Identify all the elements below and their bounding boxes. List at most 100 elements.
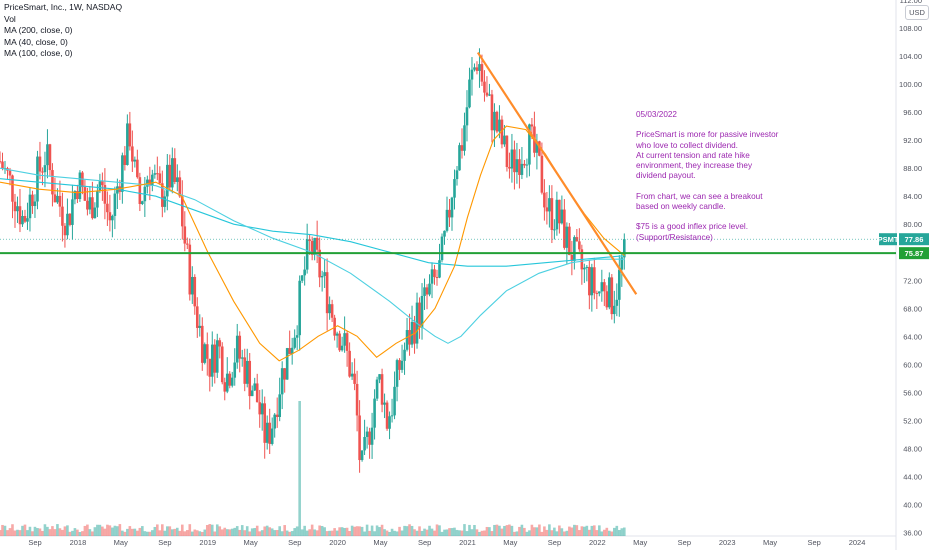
x-tick-label: May	[503, 538, 517, 547]
candle-body	[41, 171, 44, 173]
candle-body	[485, 92, 489, 96]
volume-bar	[440, 531, 444, 536]
y-tick-label: 100.00	[899, 80, 922, 89]
ma100-line	[0, 167, 625, 344]
candle-body	[230, 377, 234, 386]
volume-bar	[73, 528, 77, 536]
volume-bar	[415, 530, 419, 536]
volume-bar	[553, 527, 556, 536]
volume-bar	[166, 526, 169, 536]
volume-bar	[540, 531, 544, 536]
candle-body	[200, 325, 204, 363]
candle-body	[600, 282, 604, 292]
candle-body	[260, 403, 264, 415]
volume-bar	[200, 531, 204, 536]
volume-bar	[260, 530, 264, 536]
volume-bar	[41, 530, 44, 536]
candle-body	[288, 348, 291, 354]
annotation-paragraph-2: From chart, we can see a breakout based …	[636, 191, 763, 212]
volume-bar	[78, 531, 82, 536]
volume-bar	[156, 524, 159, 536]
candle-body	[508, 166, 511, 169]
ma200-label[interactable]: MA (200, close, 0)	[4, 25, 73, 35]
volume-bar	[518, 526, 521, 536]
volume-bar	[583, 526, 586, 536]
candle-body	[133, 159, 137, 162]
y-tick-label: 40.00	[903, 500, 922, 509]
volume-bar	[565, 530, 569, 536]
volume-bar	[335, 530, 339, 536]
volume-bar	[23, 524, 27, 536]
volume-bar	[538, 524, 541, 536]
candle-body	[538, 141, 541, 156]
volume-bar	[273, 530, 276, 536]
x-tick-label: 2022	[589, 538, 606, 547]
candle-body	[430, 269, 434, 284]
volume-bar	[510, 525, 514, 536]
volume-bar	[193, 529, 197, 536]
candle-body	[488, 94, 491, 96]
volume-bar	[161, 524, 164, 536]
volume-bar	[525, 531, 529, 536]
candle-body	[103, 185, 107, 204]
candle-body	[385, 402, 389, 429]
volume-bar	[240, 525, 244, 536]
volume-bar	[443, 529, 446, 536]
symbol-title[interactable]: PriceSmart, Inc., 1W, NASDAQ	[4, 2, 123, 12]
volume-bar	[618, 530, 621, 536]
volume-bar	[333, 528, 336, 536]
volume-bar	[405, 526, 409, 536]
candle-body	[585, 266, 589, 268]
candle-body	[313, 237, 316, 255]
volume-bar	[613, 527, 616, 536]
candle-body	[500, 119, 504, 145]
volume-bar	[370, 525, 374, 536]
candle-body	[83, 187, 87, 201]
candle-body	[558, 199, 561, 224]
candle-body	[168, 164, 172, 188]
volume-bar	[283, 525, 286, 536]
volume-bar	[21, 525, 24, 536]
candle-body	[245, 360, 249, 384]
volume-bar	[430, 528, 434, 536]
volume-bar	[408, 524, 411, 536]
x-tick-label: May	[114, 538, 128, 547]
candle-body	[445, 209, 449, 231]
volume-bar	[358, 526, 361, 536]
volume-bar	[138, 527, 142, 536]
x-tick-label: Sep	[678, 538, 691, 547]
volume-bar	[103, 528, 107, 536]
ma40-label[interactable]: MA (40, close, 0)	[4, 36, 68, 47]
candle-body	[378, 374, 381, 380]
currency-badge[interactable]: USD	[905, 5, 929, 20]
candle-body	[215, 340, 219, 373]
volume-bar	[26, 530, 29, 536]
candle-body	[373, 398, 376, 428]
candle-body	[408, 330, 411, 345]
candle-body	[238, 335, 242, 359]
volume-bar	[310, 524, 314, 536]
volume-label[interactable]: Vol	[4, 13, 16, 24]
volume-bar	[126, 528, 129, 536]
candle-body	[350, 373, 354, 377]
candle-body	[463, 125, 466, 151]
volume-bar	[258, 531, 262, 536]
candle-body	[380, 374, 384, 405]
volume-bar	[218, 526, 222, 536]
candle-body	[375, 379, 379, 399]
volume-bar	[233, 527, 237, 536]
volume-bar	[615, 525, 619, 536]
volume-bar	[253, 528, 257, 536]
candle-body	[583, 267, 586, 270]
candle-body	[478, 64, 481, 71]
volume-bar	[8, 528, 12, 536]
ma100-label[interactable]: MA (100, close, 0)	[4, 48, 73, 58]
candle-body	[570, 255, 574, 262]
candle-body	[460, 145, 464, 151]
volume-bar	[56, 524, 59, 536]
volume-bar	[195, 530, 199, 536]
volume-bar	[558, 525, 561, 536]
candle-body	[595, 292, 599, 294]
